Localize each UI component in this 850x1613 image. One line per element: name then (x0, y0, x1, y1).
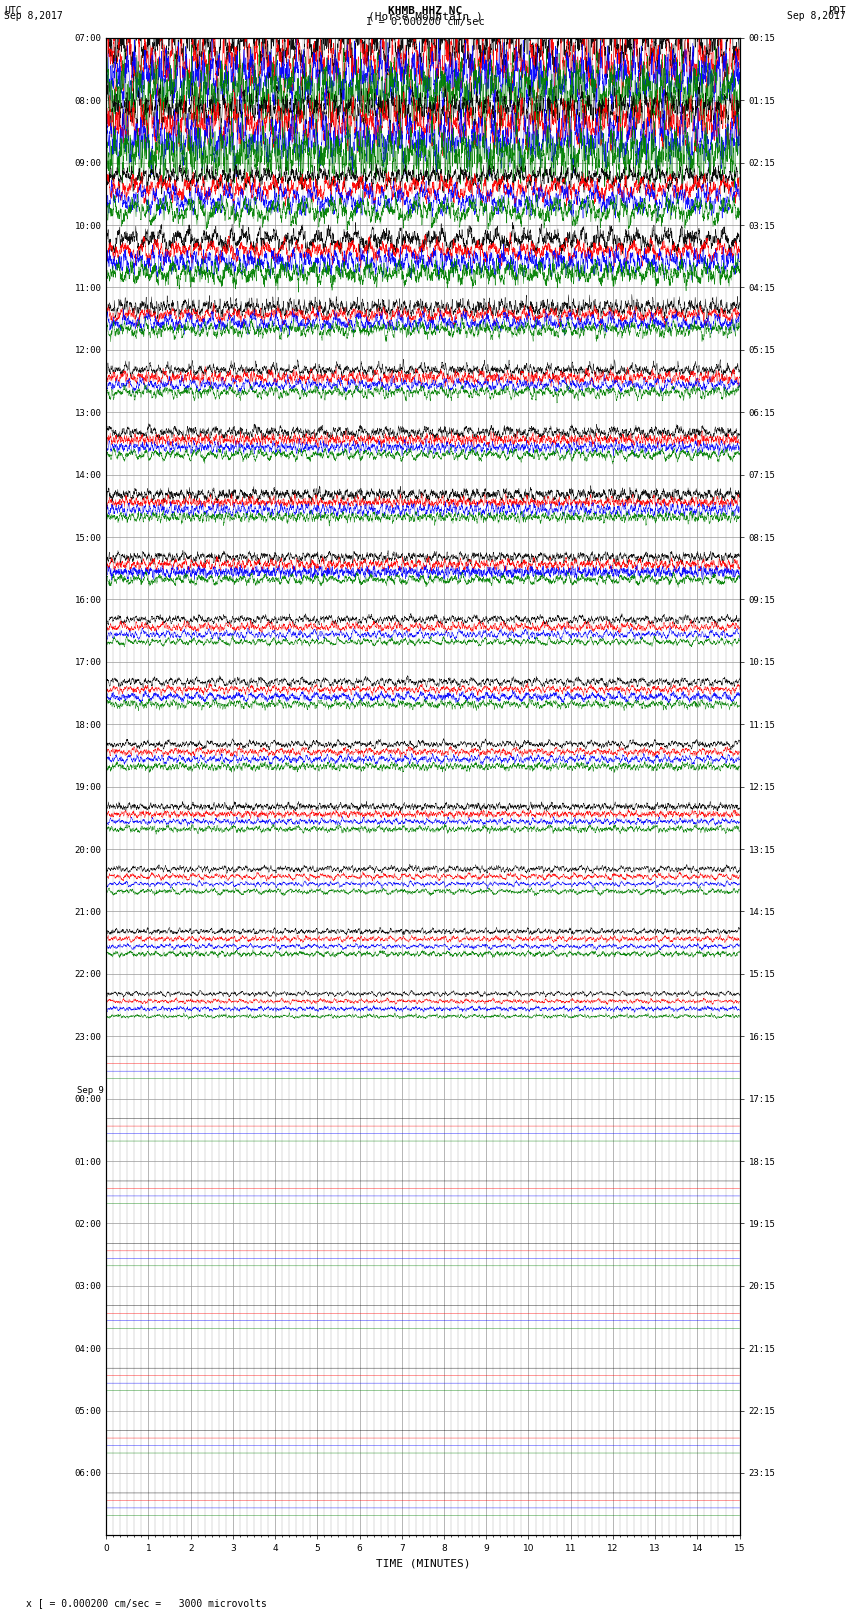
Text: Sep 8,2017: Sep 8,2017 (787, 11, 846, 21)
Text: Sep 9: Sep 9 (76, 1087, 104, 1095)
X-axis label: TIME (MINUTES): TIME (MINUTES) (376, 1560, 470, 1569)
Text: x [ = 0.000200 cm/sec =   3000 microvolts: x [ = 0.000200 cm/sec = 3000 microvolts (26, 1598, 266, 1608)
Text: KHMB HHZ NC: KHMB HHZ NC (388, 5, 462, 16)
Text: Sep 8,2017: Sep 8,2017 (4, 11, 63, 21)
Text: UTC: UTC (4, 5, 22, 16)
Text: I = 0.000200 cm/sec: I = 0.000200 cm/sec (366, 18, 484, 27)
Text: PDT: PDT (828, 5, 846, 16)
Text: (Horse Mountain ): (Horse Mountain ) (367, 11, 483, 21)
